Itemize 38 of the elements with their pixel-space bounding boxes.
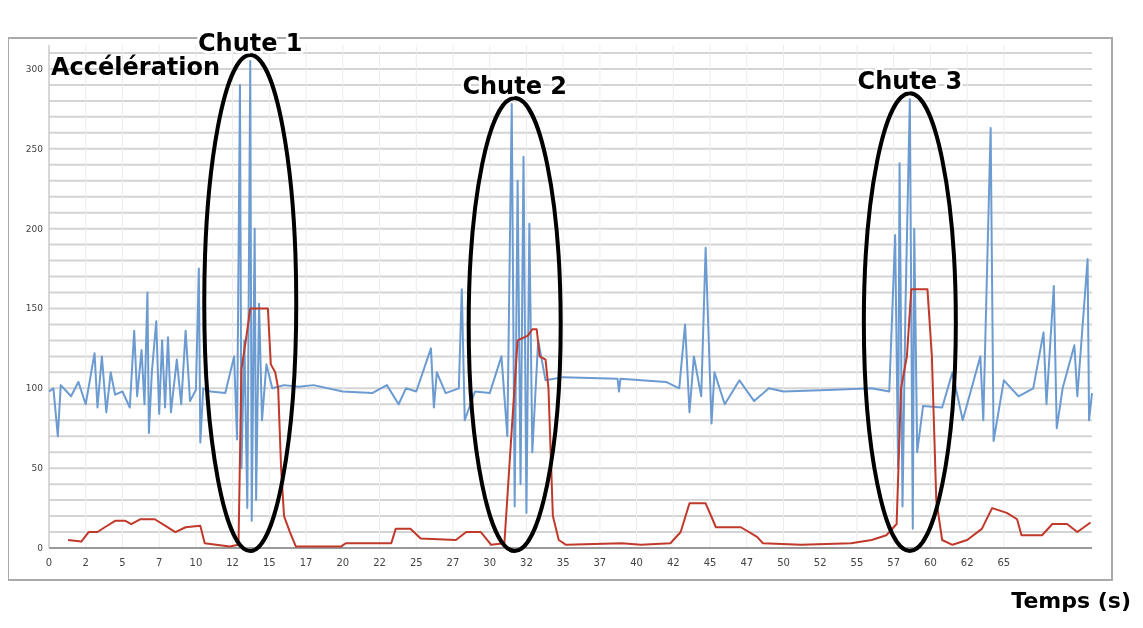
x-tick-label: 0 (45, 557, 53, 568)
x-tick-label: 2 (82, 557, 89, 568)
annotation: Chute 2 (462, 72, 567, 101)
x-tick-label: 57 (887, 557, 901, 568)
y-tick-label: 50 (31, 463, 44, 474)
x-tick-label: 7 (155, 557, 163, 568)
x-tick-label: 50 (777, 557, 790, 568)
y-tick-label: 300 (25, 63, 44, 74)
y-tick-label: 200 (25, 223, 44, 234)
x-tick-label: 52 (813, 557, 827, 568)
x-tick-label: 15 (262, 557, 276, 568)
x-axis-title: Temps (s) (1011, 588, 1131, 613)
x-tick-label: 55 (850, 557, 864, 568)
x-tick-label: 20 (336, 557, 350, 568)
x-tick-label: 35 (556, 557, 570, 568)
x-tick-label: 37 (593, 557, 607, 568)
x-tick-label: 17 (299, 557, 313, 568)
x-tick-label: 42 (666, 557, 680, 568)
x-tick-label: 32 (520, 557, 533, 568)
x-tick-label: 5 (119, 557, 126, 568)
x-tick-label: 45 (703, 557, 717, 568)
x-tick-label: 30 (483, 557, 497, 568)
x-tick-label: 10 (189, 557, 203, 568)
y-tick-label: 0 (37, 543, 44, 553)
x-tick-label: 12 (226, 557, 239, 568)
y-tick-label: 250 (25, 143, 44, 154)
y-tick-label: 150 (25, 303, 44, 314)
x-tick-label: 60 (924, 557, 937, 568)
x-tick-label: 47 (740, 557, 754, 568)
line-series (67, 288, 1092, 548)
x-tick-label: 65 (997, 557, 1011, 568)
x-tick-label: 27 (446, 557, 460, 568)
x-tick-label: 62 (960, 557, 974, 568)
x-tick-label: 22 (373, 557, 386, 568)
x-tick-label: 25 (409, 557, 423, 568)
x-tick-label: 40 (630, 557, 643, 568)
annotation: Chute 3 (857, 67, 963, 96)
y-tick-label: 100 (25, 383, 44, 394)
